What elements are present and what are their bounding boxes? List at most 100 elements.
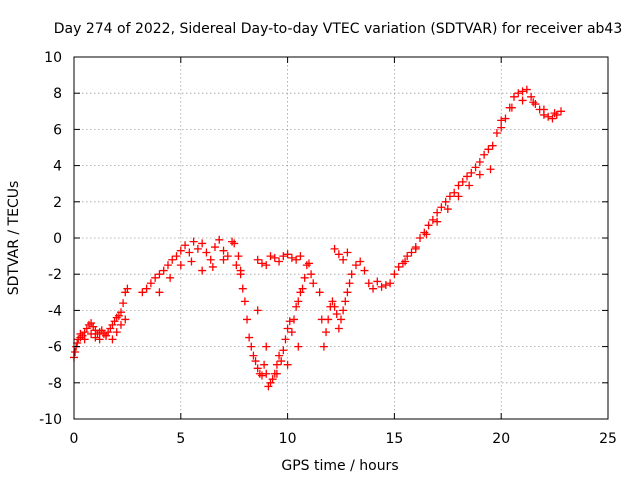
data-point — [245, 333, 254, 342]
data-point — [82, 324, 91, 333]
data-point — [257, 259, 266, 268]
data-point — [266, 378, 275, 387]
data-point — [80, 335, 89, 344]
x-tick-label: 10 — [279, 431, 297, 447]
data-point — [294, 297, 303, 306]
data-point — [112, 313, 121, 322]
y-tick-label: 2 — [53, 195, 62, 211]
data-point — [99, 329, 108, 338]
data-point — [339, 306, 348, 315]
data-point — [185, 248, 194, 257]
data-point — [176, 261, 185, 270]
y-tick-label: 4 — [53, 159, 62, 175]
data-point — [407, 248, 416, 257]
data-point — [71, 348, 80, 357]
data-point — [215, 235, 224, 244]
y-tick-label: 10 — [44, 50, 62, 66]
data-point — [121, 288, 130, 297]
data-point — [343, 288, 352, 297]
data-point — [345, 279, 354, 288]
data-point — [292, 302, 301, 311]
data-point — [330, 302, 339, 311]
data-point — [544, 112, 553, 121]
data-point — [518, 96, 527, 105]
data-point — [285, 317, 294, 326]
data-point — [531, 100, 540, 109]
data-point — [95, 335, 104, 344]
data-point — [110, 317, 119, 326]
data-point — [330, 244, 339, 253]
data-point — [223, 252, 232, 261]
data-point — [294, 342, 303, 351]
data-point — [441, 197, 450, 206]
data-point — [484, 145, 493, 154]
data-point — [334, 324, 343, 333]
data-point — [155, 270, 164, 279]
data-point — [548, 114, 557, 123]
data-point — [238, 284, 247, 293]
data-point — [168, 255, 177, 264]
data-point — [243, 315, 252, 324]
data-point — [445, 192, 454, 201]
data-point — [272, 360, 281, 369]
data-point — [108, 335, 117, 344]
data-point — [260, 360, 269, 369]
data-point — [557, 107, 566, 116]
data-point — [360, 266, 369, 275]
data-point — [283, 324, 292, 333]
data-point — [351, 261, 360, 270]
data-point — [121, 315, 130, 324]
data-point — [87, 319, 96, 328]
data-point — [296, 252, 305, 261]
data-point — [488, 141, 497, 150]
data-point — [411, 244, 420, 253]
data-point — [514, 89, 523, 98]
data-point — [232, 261, 241, 270]
data-point — [422, 230, 431, 239]
data-point — [428, 215, 437, 224]
data-point — [486, 165, 495, 174]
data-point — [270, 253, 279, 262]
data-point — [87, 329, 96, 338]
data-point — [403, 252, 412, 261]
y-tick-label: 8 — [53, 86, 62, 102]
data-point — [277, 357, 286, 366]
data-point — [112, 328, 121, 337]
data-point — [292, 255, 301, 264]
data-point — [119, 299, 128, 308]
data-point — [497, 123, 506, 132]
data-point — [290, 315, 299, 324]
data-point — [257, 371, 266, 380]
data-point — [275, 257, 284, 266]
data-point — [151, 273, 160, 282]
data-point — [230, 239, 239, 248]
data-point — [324, 315, 333, 324]
data-point — [78, 331, 87, 340]
y-tick-label: -8 — [48, 376, 62, 392]
data-point — [198, 239, 207, 248]
data-point — [454, 192, 463, 201]
data-point — [433, 217, 442, 226]
data-point — [463, 172, 472, 181]
data-point — [234, 252, 243, 261]
data-point — [309, 279, 318, 288]
data-point — [416, 234, 425, 242]
grid — [74, 57, 608, 419]
data-point — [552, 110, 561, 119]
data-point — [114, 311, 123, 320]
y-axis-label: SDTVAR / TECUs — [6, 181, 22, 296]
data-point — [522, 85, 531, 94]
data-point — [539, 105, 548, 114]
data-point — [146, 279, 155, 288]
data-point — [262, 369, 271, 378]
y-tick-label: -6 — [48, 340, 62, 356]
data-point — [381, 281, 390, 290]
data-point — [187, 257, 196, 266]
data-point — [332, 310, 341, 319]
data-point — [264, 382, 273, 391]
data-point — [104, 328, 113, 337]
data-point — [253, 255, 262, 264]
data-point — [251, 357, 260, 366]
data-point — [206, 255, 215, 264]
